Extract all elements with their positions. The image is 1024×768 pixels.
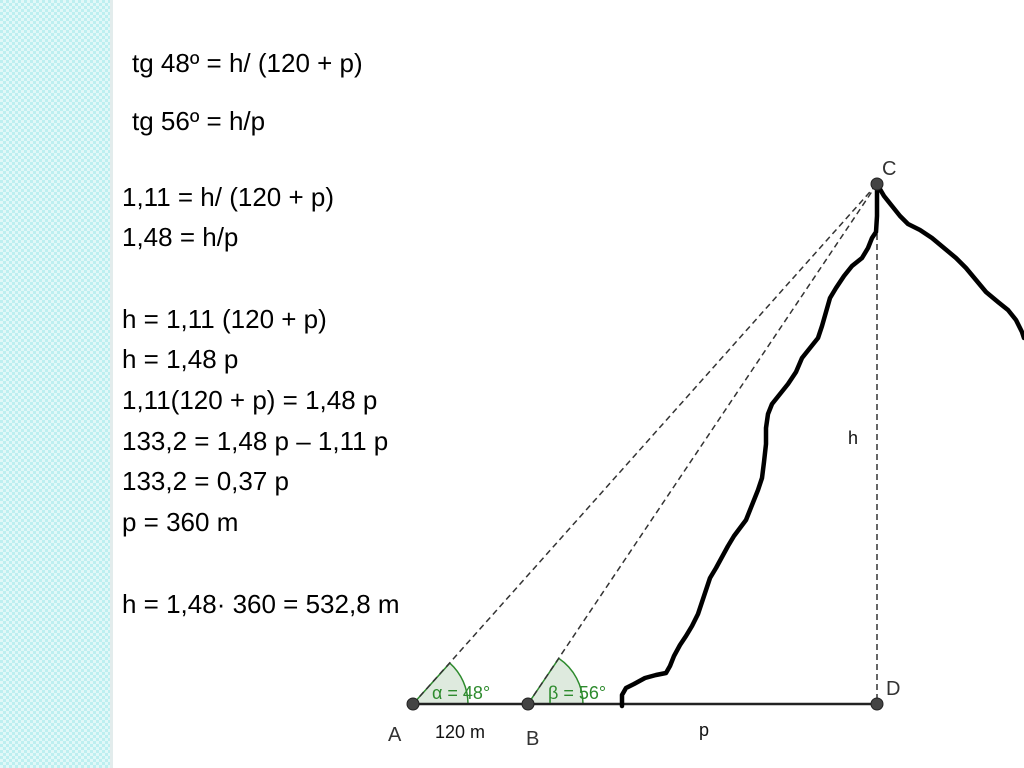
- solution-steps: 1,11 = h/ (120 + p) 1,48 = h/p h = 1,11 …: [122, 177, 400, 625]
- vertex-label-a: A: [388, 724, 402, 746]
- spacer: [122, 258, 400, 299]
- segment-label-cd: h: [848, 428, 858, 448]
- solving-line: p = 360 m: [122, 507, 239, 538]
- mountain-outline: [619, 181, 1024, 709]
- point-c: [870, 177, 884, 191]
- substitution-line: 1,48 = h/p: [122, 222, 239, 253]
- tangent-beta-equation: tg 56º = h/p: [132, 106, 266, 136]
- vertex-label-b: B: [526, 728, 539, 750]
- angle-beta-label: β = 56°: [548, 683, 606, 703]
- point-d: [870, 697, 884, 711]
- tangent-alpha-equation: tg 48º = h/ (120 + p): [132, 48, 363, 78]
- solving-line: 1,11(120 + p) = 1,48 p: [122, 385, 378, 416]
- sight-line-a-c: [412, 183, 878, 705]
- solving-line: 133,2 = 1,48 p – 1,11 p: [122, 425, 389, 456]
- point-a: [406, 697, 420, 711]
- decorative-sidebar: [0, 0, 113, 768]
- solving-line: h = 1,48 p: [122, 344, 239, 375]
- substitution-line: 1,11 = h/ (120 + p): [122, 181, 334, 212]
- result-line: h = 1,48· 360 = 532,8 m: [122, 588, 400, 619]
- vertex-label-d: D: [886, 678, 900, 700]
- sight-line-b-c: [527, 183, 878, 705]
- vertex-label-c: C: [882, 158, 896, 180]
- solving-line: 133,2 = 0,37 p: [122, 466, 289, 497]
- spacer: [122, 543, 400, 584]
- solving-line: h = 1,11 (120 + p): [122, 303, 327, 334]
- segment-label-ab: 120 m: [435, 722, 485, 742]
- segment-label-bd: p: [699, 720, 709, 740]
- point-b: [521, 697, 535, 711]
- angle-alpha-label: α = 48°: [432, 683, 490, 703]
